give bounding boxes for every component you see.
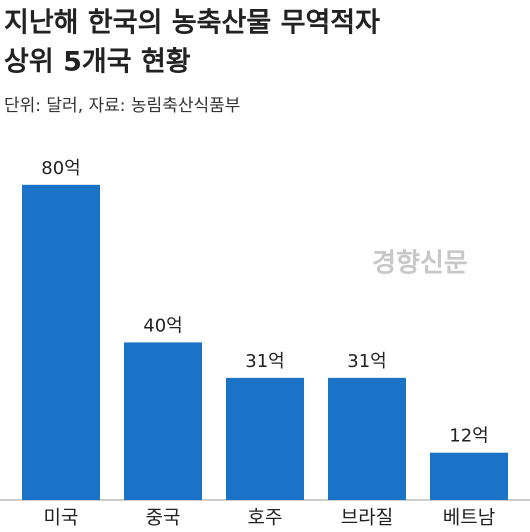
value-label: 12억	[449, 426, 488, 447]
x-tick-label: 브라질	[341, 507, 393, 529]
value-label: 40억	[143, 315, 182, 336]
bar	[226, 377, 304, 500]
x-tick-label: 미국	[44, 507, 79, 529]
chart-title: 지난해 한국의 농축산물 무역적자	[4, 8, 380, 39]
bar	[124, 342, 202, 500]
x-tick-label: 중국	[146, 507, 181, 529]
value-label: 31억	[245, 351, 284, 372]
value-label: 80억	[41, 158, 80, 179]
x-tick-label: 베트남	[443, 507, 495, 529]
chart-subtitle: 단위: 달러, 자료: 농림축산식품부	[4, 96, 240, 116]
bar	[328, 377, 406, 500]
x-tick-label: 호주	[248, 507, 283, 529]
value-label: 31억	[347, 351, 386, 372]
bar	[22, 184, 100, 501]
bar	[430, 452, 508, 500]
chart-title: 상위 5개국 현황	[4, 47, 191, 78]
watermark: 경향신문	[372, 249, 468, 279]
